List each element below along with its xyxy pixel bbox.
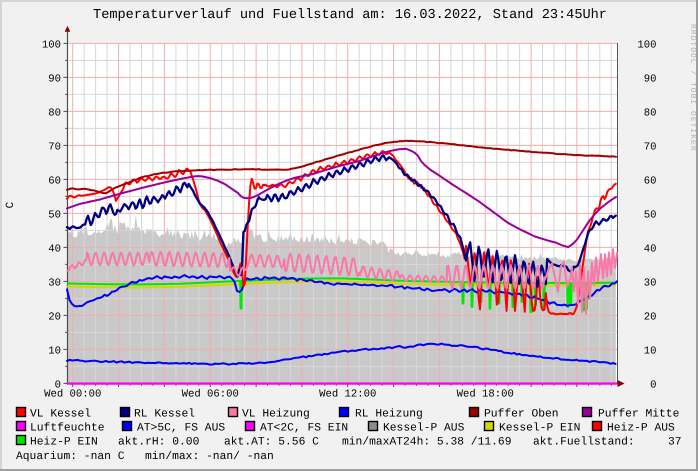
svg-text:30: 30 [48,277,61,289]
svg-text:90: 90 [48,73,61,85]
svg-text:Wed 06:00: Wed 06:00 [182,389,239,401]
svg-text:60: 60 [48,175,61,187]
svg-text:0: 0 [55,379,61,391]
svg-text:40: 40 [644,243,657,255]
svg-text:akt.AT: 5.56 C: akt.AT: 5.56 C [224,436,319,449]
svg-text:min/max: -nan/ -nan: min/max: -nan/ -nan [145,450,274,463]
svg-text:30: 30 [644,277,657,289]
svg-text:70: 70 [48,141,61,153]
svg-text:Kessel-P AUS: Kessel-P AUS [383,422,465,435]
svg-text:AT>5C, FS AUS: AT>5C, FS AUS [137,423,225,435]
svg-text:Wed 12:00: Wed 12:00 [319,389,376,401]
svg-text:Temperaturverlauf und Fuellsta: Temperaturverlauf und Fuellstand am: 16.… [93,8,607,23]
svg-text:Heiz-P EIN: Heiz-P EIN [30,436,98,449]
svg-text:100: 100 [637,39,656,51]
svg-text:80: 80 [644,107,657,119]
svg-text:20: 20 [644,311,657,323]
svg-text:20: 20 [48,311,61,323]
svg-text:10: 10 [48,345,61,357]
svg-text:40: 40 [48,243,61,255]
svg-text:Wed 00:00: Wed 00:00 [44,389,101,401]
svg-text:50: 50 [644,209,657,221]
svg-text:VL Heizung: VL Heizung [242,408,310,421]
svg-text:Kessel-P EIN: Kessel-P EIN [499,422,580,435]
svg-text:RL Heizung: RL Heizung [355,408,423,421]
svg-text:Heiz-P AUS: Heiz-P AUS [607,422,675,435]
svg-text:70: 70 [644,141,657,153]
svg-text:min/maxAT24h: 5.38 /11.69: min/maxAT24h: 5.38 /11.69 [342,436,511,449]
svg-text:RL Kessel: RL Kessel [134,408,195,421]
svg-text:Puffer Oben: Puffer Oben [484,408,559,421]
svg-text:akt.rH: 0.00: akt.rH: 0.00 [118,436,200,449]
svg-text:10: 10 [644,345,657,357]
svg-text:0: 0 [650,379,656,391]
svg-text:Wed 18:00: Wed 18:00 [457,389,514,401]
svg-text:60: 60 [644,175,657,187]
svg-text:Puffer Mitte: Puffer Mitte [598,408,680,421]
svg-text:AT<2C, FS EIN: AT<2C, FS EIN [260,423,348,435]
svg-text:100: 100 [42,39,61,51]
svg-text:37: 37 [668,437,682,449]
svg-text:VL Kessel: VL Kessel [30,408,91,421]
svg-text:50: 50 [48,209,61,221]
svg-text:C: C [5,201,17,208]
svg-text:Luftfeuchte: Luftfeuchte [30,422,105,435]
svg-text:akt.Fuellstand:: akt.Fuellstand: [533,436,635,449]
svg-text:Aquarium: -nan C: Aquarium: -nan C [16,450,125,463]
svg-text:RRDTOOL / TOBI OETIKER: RRDTOOL / TOBI OETIKER [688,24,697,152]
svg-text:90: 90 [644,73,657,85]
svg-text:80: 80 [48,107,61,119]
